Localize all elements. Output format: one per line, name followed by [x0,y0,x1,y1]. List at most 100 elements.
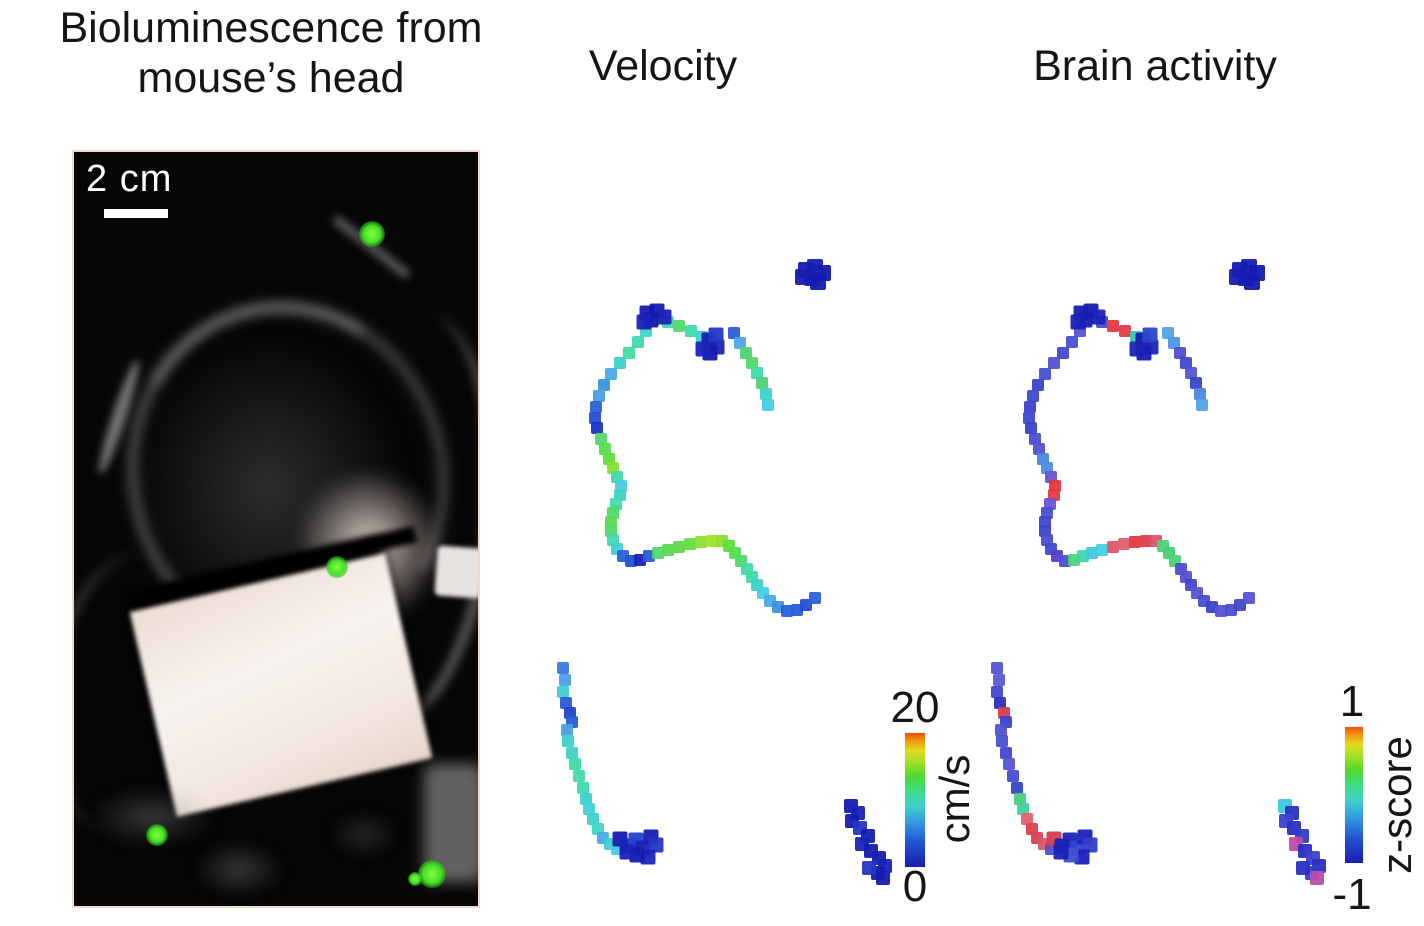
brain-trajectory-marker [1041,534,1053,546]
velocity-trajectory-marker [615,480,627,492]
velocity-trajectory-marker [662,316,674,328]
brain-trajectory-marker [1169,555,1181,567]
velocity-trajectory-marker [855,837,869,851]
velocity-trajectory-marker [605,368,617,380]
velocity-trajectory-marker [557,662,569,674]
brain-trajectory-marker [1045,543,1057,555]
velocity-trajectory-marker [566,747,578,759]
velocity-trajectory-marker [639,305,655,321]
floor-reflection [329,812,399,857]
velocity-trajectory-marker [629,847,645,863]
velocity-trajectory-marker [845,814,859,828]
brain-trajectory-marker [1190,377,1202,389]
velocity-trajectory-marker [864,844,878,858]
velocity-trajectory-marker [862,861,876,875]
brain-trajectory-marker [996,735,1008,747]
velocity-trajectory-marker [800,599,812,611]
velocity-trajectory-marker [632,336,644,348]
velocity-trajectory-marker [844,799,858,813]
brain-trajectory-marker [1021,813,1033,825]
brain-trajectory-marker [1000,747,1012,759]
brain-trajectory-marker [1031,832,1043,844]
velocity-trajectory-marker [673,320,685,332]
brain-trajectory-marker [1163,547,1175,559]
velocity-trajectory-marker [741,563,753,575]
brain-trajectory-marker [1157,540,1169,552]
brain-trajectory-marker [1027,390,1039,402]
velocity-colorbar-unit: cm/s [931,754,978,844]
brain-trajectory-marker [1007,770,1019,782]
velocity-trajectory-marker [623,347,635,359]
scale-bar [104,209,168,218]
brain-trajectory-marker [1066,336,1078,348]
brain-trajectory-marker [1073,305,1089,321]
velocity-trajectory-marker [614,489,626,501]
velocity-trajectory-marker [746,357,758,369]
brain-trajectory-marker [1136,345,1152,361]
velocity-trajectory-marker [740,347,752,359]
velocity-trajectory-marker [673,541,685,553]
velocity-trajectory-marker [640,325,652,337]
velocity-trajectory-marker [684,538,696,550]
velocity-trajectory-marker [605,525,617,537]
brain-trajectory-marker [1279,814,1293,828]
brain-trajectory-marker [1074,325,1086,337]
brain-trajectory-marker [1025,422,1037,434]
brain-trajectory-marker [1107,320,1119,332]
velocity-trajectory-marker [612,831,628,847]
brain-trajectory-marker [995,724,1007,736]
brain-trajectory-marker [994,697,1006,709]
brain-trajectory-marker [1090,309,1106,325]
bioluminescence-spot [359,221,385,247]
brain-trajectory-marker [1063,847,1079,863]
brain-trajectory-marker [998,707,1010,719]
velocity-trajectory-marker [591,422,603,434]
velocity-trajectory-marker [652,547,664,559]
brain-trajectory-marker [1196,399,1208,411]
velocity-trajectory-marker [656,309,672,325]
brain-trajectory-marker [1038,838,1050,850]
brain-trajectory-marker [1129,341,1145,357]
brain-trajectory-marker [1033,443,1045,455]
velocity-trajectory-marker [696,331,708,343]
brain-trajectory-marker [1011,782,1023,794]
velocity-trajectory-marker [757,587,769,599]
brain-trajectory-marker [1119,325,1131,337]
bioluminescence-spot [408,872,422,886]
velocity-trajectory-marker [597,832,609,844]
velocity-colorbar-min: 0 [902,862,928,911]
velocity-trajectory-marker [607,462,619,474]
velocity-trajectory-marker [604,838,616,850]
velocity-trajectory-marker [685,325,697,337]
brain-trajectory-marker [1077,550,1089,562]
brain-trajectory-marker [1241,259,1257,275]
velocity-trajectory-marker [798,262,814,278]
brain-trajectory-marker [1045,843,1057,855]
velocity-trajectory-marker [561,724,573,736]
zscore-colorbar-max: 1 [1339,677,1365,726]
scale-bar-label: 2 cm [86,158,173,200]
brain-trajectory-marker [1287,821,1301,835]
velocity-trajectory-marker [577,782,589,794]
velocity-trajectory-marker [569,758,581,770]
velocity-trajectory-marker [695,536,707,548]
brain-trajectory-marker [1096,544,1108,556]
velocity-trajectory-marker [614,357,626,369]
velocity-trajectory-marker [580,793,592,805]
velocity-trajectory-marker [695,341,711,357]
velocity-trajectory-marker [603,453,615,465]
brain-trajectory-marker [1249,265,1265,281]
velocity-trajectory-marker [702,345,718,361]
brain-trajectory-marker [993,674,1005,686]
velocity-trajectory-marker [557,686,569,698]
velocity-trajectory-marker [706,535,718,547]
brain-trajectory-marker [991,662,1003,674]
velocity-trajectory-marker [662,544,674,556]
brain-trajectory-marker [1296,861,1310,875]
zscore-colorbar-min: -1 [1332,870,1372,919]
brain-trajectory-marker [1198,595,1210,607]
velocity-trajectory-marker [617,550,629,562]
velocity-trajectory-marker [853,821,867,835]
velocity-trajectory-marker [610,498,622,510]
